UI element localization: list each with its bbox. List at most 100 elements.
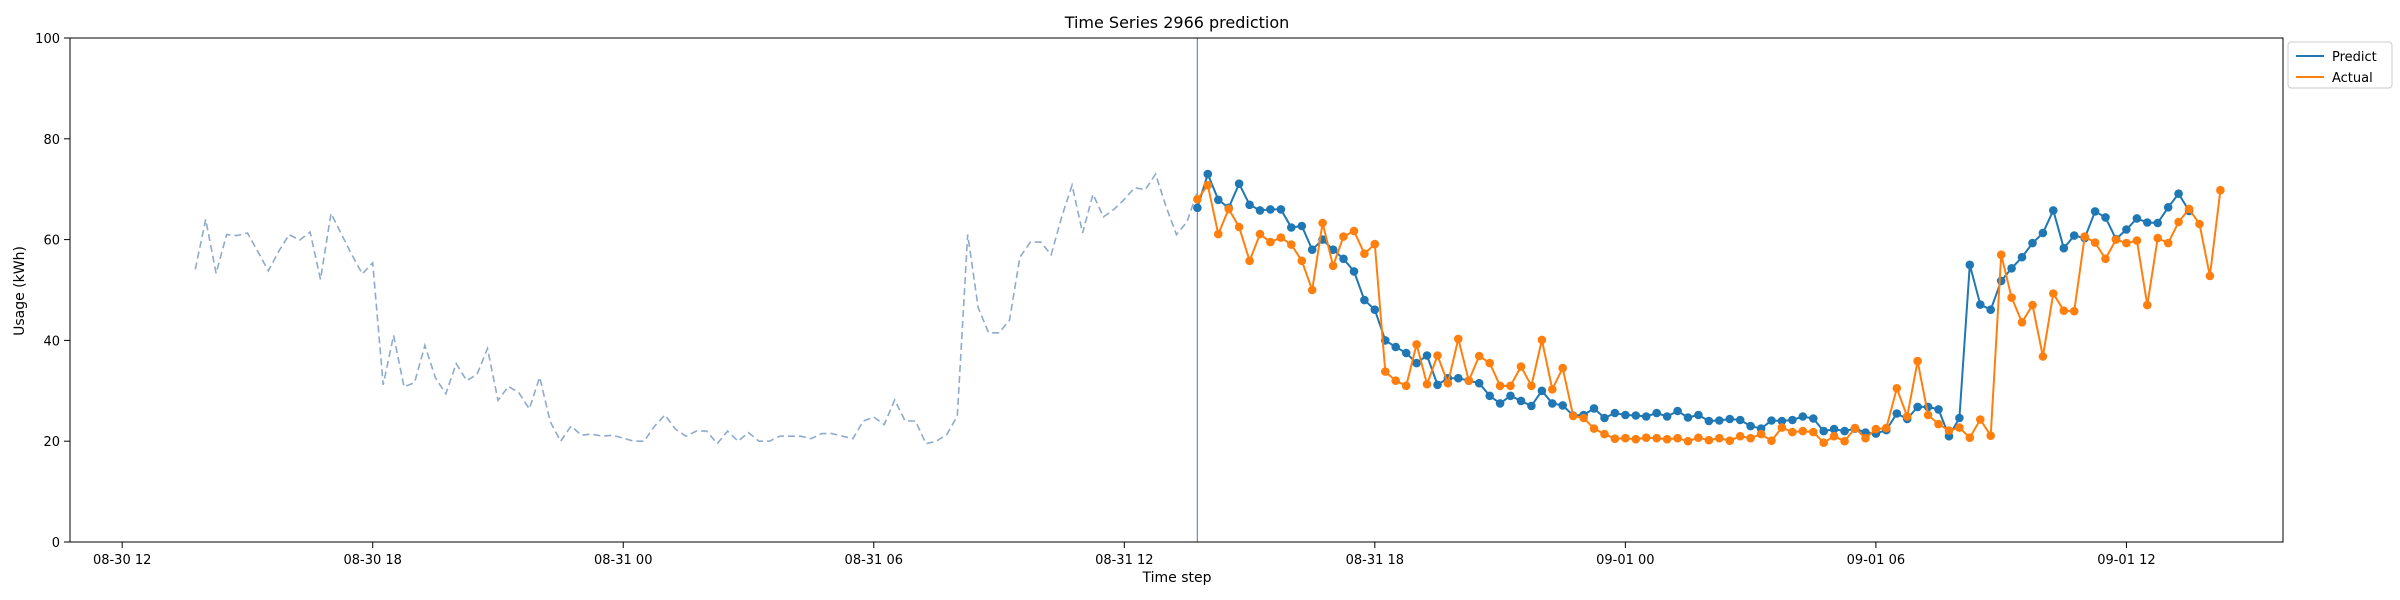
actual-point: [2153, 233, 2162, 243]
actual-point: [1767, 436, 1776, 446]
actual-point: [1756, 429, 1766, 439]
actual-point: [1610, 434, 1620, 444]
chart-title: Time Series 2966 prediction: [1064, 13, 1290, 32]
actual-point: [1245, 256, 1254, 266]
actual-point: [2101, 254, 2110, 264]
y-axis-label: Usage (kWh): [12, 246, 28, 336]
y-tick-label: 20: [43, 435, 60, 450]
x-tick-label: 09-01 12: [2097, 553, 2155, 568]
predict-point: [1725, 414, 1735, 424]
actual-point: [2038, 352, 2048, 361]
y-tick-label: 0: [52, 536, 60, 551]
actual-point: [1422, 379, 1432, 389]
predict-point: [1266, 205, 1275, 214]
actual-point: [1892, 384, 1902, 393]
actual-point: [1746, 433, 1755, 443]
predict-point: [1986, 305, 1995, 315]
actual-point: [1882, 423, 1891, 433]
actual-point: [1662, 434, 1672, 444]
actual-point: [2122, 238, 2131, 248]
predict-point: [1193, 203, 1202, 213]
actual-point: [1276, 233, 1286, 242]
predict-point: [1746, 421, 1755, 431]
actual-point: [1976, 415, 1985, 424]
predict-point: [2017, 252, 2027, 262]
predict-point: [1245, 200, 1254, 210]
predict-point: [2007, 264, 2016, 273]
predict-point: [1621, 410, 1630, 420]
actual-point: [2080, 232, 2089, 241]
predict-point: [1934, 405, 1943, 414]
actual-legend-label: Actual: [2332, 71, 2373, 86]
predict-point: [1694, 410, 1703, 420]
actual-point: [1996, 250, 2006, 259]
predict-point: [1704, 416, 1714, 426]
predict-point: [1767, 416, 1776, 425]
predict-point: [2174, 189, 2183, 198]
actual-point: [1516, 362, 1526, 371]
predict-point: [2101, 213, 2110, 222]
predict-point: [1349, 267, 1359, 276]
x-tick-label: 08-31 00: [594, 553, 652, 568]
predict-point: [1401, 348, 1411, 358]
actual-point: [1829, 431, 1839, 441]
actual-point: [1861, 433, 1870, 443]
actual-point: [1307, 285, 1317, 295]
actual-point: [1454, 334, 1463, 344]
actual-point: [2174, 217, 2183, 227]
predict-point: [1454, 373, 1463, 383]
actual-point: [1255, 229, 1265, 239]
predict-point: [2069, 231, 2079, 240]
predict-point: [1913, 402, 1922, 412]
predict-point: [1892, 409, 1902, 418]
actual-point: [1819, 438, 1828, 448]
x-tick-label: 08-31 06: [845, 553, 903, 568]
actual-point: [1673, 433, 1682, 443]
actual-point: [1840, 436, 1849, 446]
x-tick-label: 08-30 12: [93, 553, 151, 568]
actual-point: [2090, 238, 2100, 247]
actual-point: [1913, 356, 1922, 366]
actual-point: [1871, 424, 1881, 434]
predict-point: [1673, 406, 1682, 416]
legend: Predict Actual: [2287, 41, 2393, 89]
actual-point: [1683, 436, 1693, 446]
actual-point: [2007, 293, 2016, 302]
actual-point: [1328, 261, 1338, 271]
x-axis-label: Time step: [1142, 570, 1212, 586]
actual-point: [1798, 426, 1808, 436]
predict-point: [1600, 413, 1609, 423]
predict-point: [1203, 169, 1213, 179]
predict-point: [1328, 245, 1338, 254]
predict-point: [1788, 415, 1797, 425]
predict-point: [1485, 391, 1494, 401]
actual-point: [2069, 306, 2079, 316]
predict-point: [1819, 426, 1828, 436]
predict-point: [1652, 408, 1661, 418]
predict-point: [2153, 218, 2162, 228]
predict-point: [1829, 424, 1839, 434]
actual-point: [1214, 229, 1223, 239]
predict-point: [1976, 300, 1985, 309]
actual-point: [1777, 423, 1787, 432]
predict-point: [1662, 412, 1672, 421]
actual-point: [1809, 427, 1818, 437]
actual-point: [1735, 431, 1745, 441]
actual-point: [1621, 433, 1630, 443]
actual-point: [1589, 424, 1599, 433]
predict-point: [1996, 276, 2006, 286]
series-layer: [194, 38, 2225, 542]
actual-point: [2195, 219, 2204, 229]
predict-point: [1276, 205, 1286, 214]
predict-point: [1631, 411, 1641, 420]
predict-point: [1955, 413, 1964, 423]
actual-point: [1955, 423, 1964, 432]
actual-point: [1297, 256, 1307, 266]
actual-point: [1495, 381, 1505, 391]
predict-legend-label: Predict: [2332, 50, 2377, 65]
actual-point: [2049, 289, 2058, 298]
actual-point: [2184, 204, 2194, 214]
actual-point: [1631, 434, 1641, 444]
actual-point: [1850, 423, 1860, 433]
predict-point: [2028, 238, 2037, 248]
